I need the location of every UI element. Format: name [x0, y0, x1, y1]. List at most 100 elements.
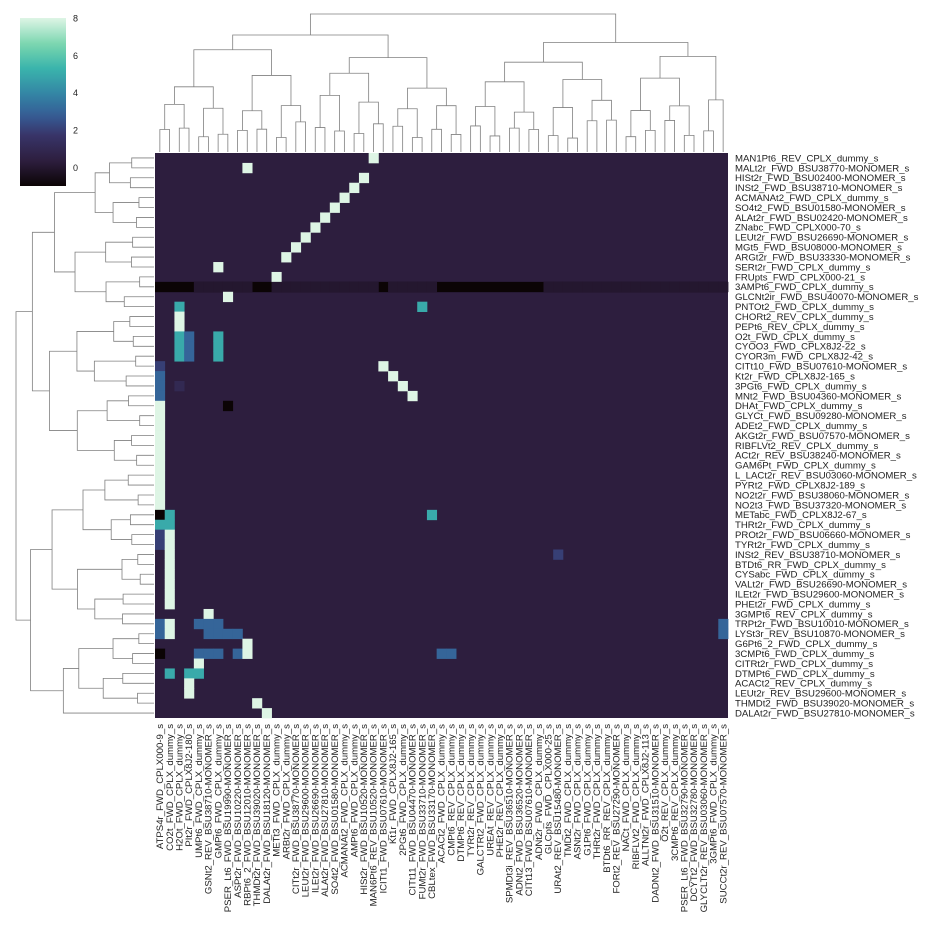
- column-label: SUCCt2r_REV_BSU07570-MONOMER_s: [718, 724, 729, 904]
- dendrogram-link: [106, 400, 140, 422]
- heatmap-cell: [242, 281, 253, 293]
- column-label: THMDt2r_FWD_BSU39020-MONOMER_s: [252, 724, 263, 907]
- dendrogram-link: [74, 251, 107, 293]
- dendrogram-link: [275, 137, 287, 152]
- dendrogram-link: [122, 672, 154, 684]
- heatmap-cell: [203, 648, 214, 659]
- heatmap-cell: [417, 281, 428, 293]
- heatmap-cell: [689, 281, 700, 293]
- dendrogram-link: [129, 177, 154, 189]
- heatmap-cell: [368, 281, 379, 293]
- heatmap-cell: [592, 281, 603, 293]
- row-label: L_LACt2r_REV_BSU03060-MONOMER_s: [735, 471, 917, 482]
- dendrogram-link: [76, 331, 114, 372]
- dendrogram-link: [131, 157, 154, 169]
- column-label: BTDt6_RR_REV_CPLX_dummy_s: [602, 724, 613, 873]
- heatmap-cell: [426, 509, 438, 521]
- dendrogram-link: [93, 360, 136, 382]
- heatmap-cell: [660, 281, 671, 293]
- heatmap-cell: [349, 182, 360, 194]
- heatmap-cell: [320, 281, 331, 293]
- heatmap-cell: [193, 658, 204, 669]
- dendrogram-link: [137, 692, 154, 704]
- column-label: ADNt2r_FWD_CPLX_dummy_s: [534, 724, 545, 860]
- row-label: HISt2r_FWD_BSU02400-MONOMER_s: [735, 173, 906, 184]
- heatmap-cell: [261, 708, 272, 719]
- heatmap-cell: [213, 341, 224, 352]
- heatmap-cell: [290, 242, 302, 253]
- dendrogram-link: [334, 130, 345, 152]
- column-label: CITt2r_FWD_BSU38770-MONOMER_s: [291, 724, 302, 894]
- column-label: THRt2r_FWD_CPLX_dummy_s: [592, 724, 603, 860]
- dendrogram-link: [113, 440, 137, 461]
- colorbar-tick-label: 4: [73, 88, 78, 98]
- heatmap-cell: [446, 648, 457, 659]
- colorbar-gradient: [20, 18, 66, 186]
- column-label: ACMANAt2_FWD_CPLX_dummy_s: [340, 724, 351, 878]
- dendrogram-link: [436, 105, 457, 135]
- column-label: ILEt2r_FWD_BSU26690-MONOMER_s: [310, 724, 321, 893]
- heatmap-cell: [164, 668, 175, 679]
- heatmap-cell: [174, 301, 185, 312]
- heatmap-cell: [193, 668, 204, 679]
- heatmap-cell: [155, 539, 166, 550]
- column-label: CITt11_FWD_BSU04470-MONOMER_s: [408, 724, 419, 896]
- dendrogram-link: [138, 633, 154, 645]
- dendrogram-link: [528, 129, 540, 152]
- column-label: URAt2_REV_BSU15480-MONOMER_s: [553, 724, 564, 894]
- heatmap-cell: [164, 628, 175, 640]
- colorbar-tick-label: 6: [73, 51, 78, 61]
- dendrogram-link: [132, 236, 154, 248]
- dendrogram-link: [136, 217, 154, 228]
- column-label: DCYTt2_FWD_BSU32780-MONOMER_s: [689, 724, 700, 902]
- heatmap-cell: [242, 638, 253, 650]
- dendrogram-link: [664, 120, 675, 152]
- heatmap-cell: [174, 311, 185, 322]
- heatmap-cell: [698, 281, 709, 293]
- row-label: ADEt2_FWD_CPLX_dummy_s: [735, 421, 867, 432]
- heatmap-cell: [339, 192, 350, 203]
- column-label: ALLTNt2r_FWD_CPLX8J2-113_s: [641, 724, 652, 866]
- heatmap-cell: [174, 380, 185, 392]
- heatmap-cell: [718, 628, 729, 640]
- dendrogram-link: [94, 598, 124, 620]
- heatmap-cell: [339, 281, 350, 293]
- row-label: ALAt2r_FWD_BSU02420-MONOMER_s: [735, 213, 908, 224]
- dendrogram-link: [137, 494, 154, 506]
- heatmap-row-band: [155, 281, 728, 293]
- heatmap-cell: [397, 281, 408, 293]
- heatmap-cell: [358, 281, 370, 293]
- heatmap-cell: [155, 371, 166, 382]
- dendrogram-link: [31, 231, 55, 392]
- row-label: GAM6Pt_FWD_CPLX_dummy_s: [735, 461, 876, 472]
- row-label: METabc_FWD_CPLX8J2-67_s: [735, 510, 867, 521]
- dendrogram-link: [82, 489, 112, 531]
- row-label: AKGt2r_FWD_BSU07570-MONOMER_s: [735, 431, 910, 442]
- dendrogram-link: [431, 128, 442, 152]
- colorbar-tick-label: 0: [73, 163, 78, 173]
- row-label: CYOO3_FWD_CPLX8J2-22_s: [735, 342, 866, 353]
- dendrogram-link: [509, 127, 520, 152]
- heatmap-background: [155, 153, 728, 718]
- dendrogram-link: [309, 13, 617, 43]
- column-label: ATPS4r_FWD_CPLX000-9_s: [155, 724, 166, 849]
- dendrogram-link: [131, 435, 154, 446]
- heatmap-cell: [650, 281, 661, 293]
- heatmap-cell: [155, 519, 166, 531]
- column-label: PHEt2r_REV_CPLX_dummy_s: [495, 724, 506, 858]
- column-labels: ATPS4r_FWD_CPLX000-9_sCO2t_FWD_CPLX_dumm…: [155, 724, 729, 913]
- dendrogram-link: [94, 172, 114, 213]
- heatmap-cell: [543, 281, 554, 293]
- dendrogram-link: [138, 197, 154, 208]
- heatmap-cell: [368, 153, 379, 164]
- row-label: THMDt2_FWD_BSU39020-MONOMER_s: [735, 699, 914, 710]
- column-label: ARBt2r_FWD_CPLX_dummy_s: [281, 724, 292, 860]
- column-label: 3CMPt6_REV_CPLX_dummy_s: [670, 724, 681, 861]
- dendrogram-link: [131, 256, 154, 268]
- column-label: UREAt_REV_CPLX_dummy_s: [485, 724, 496, 856]
- row-label: O2t_FWD_CPLX_dummy_s: [735, 332, 855, 343]
- row-label: RIBFLVt2_REV_CPLX_dummy_s: [735, 441, 878, 452]
- dendrogram-link: [567, 137, 578, 152]
- row-label: FRUpts_FWD_CPLX000-21_s: [735, 272, 865, 283]
